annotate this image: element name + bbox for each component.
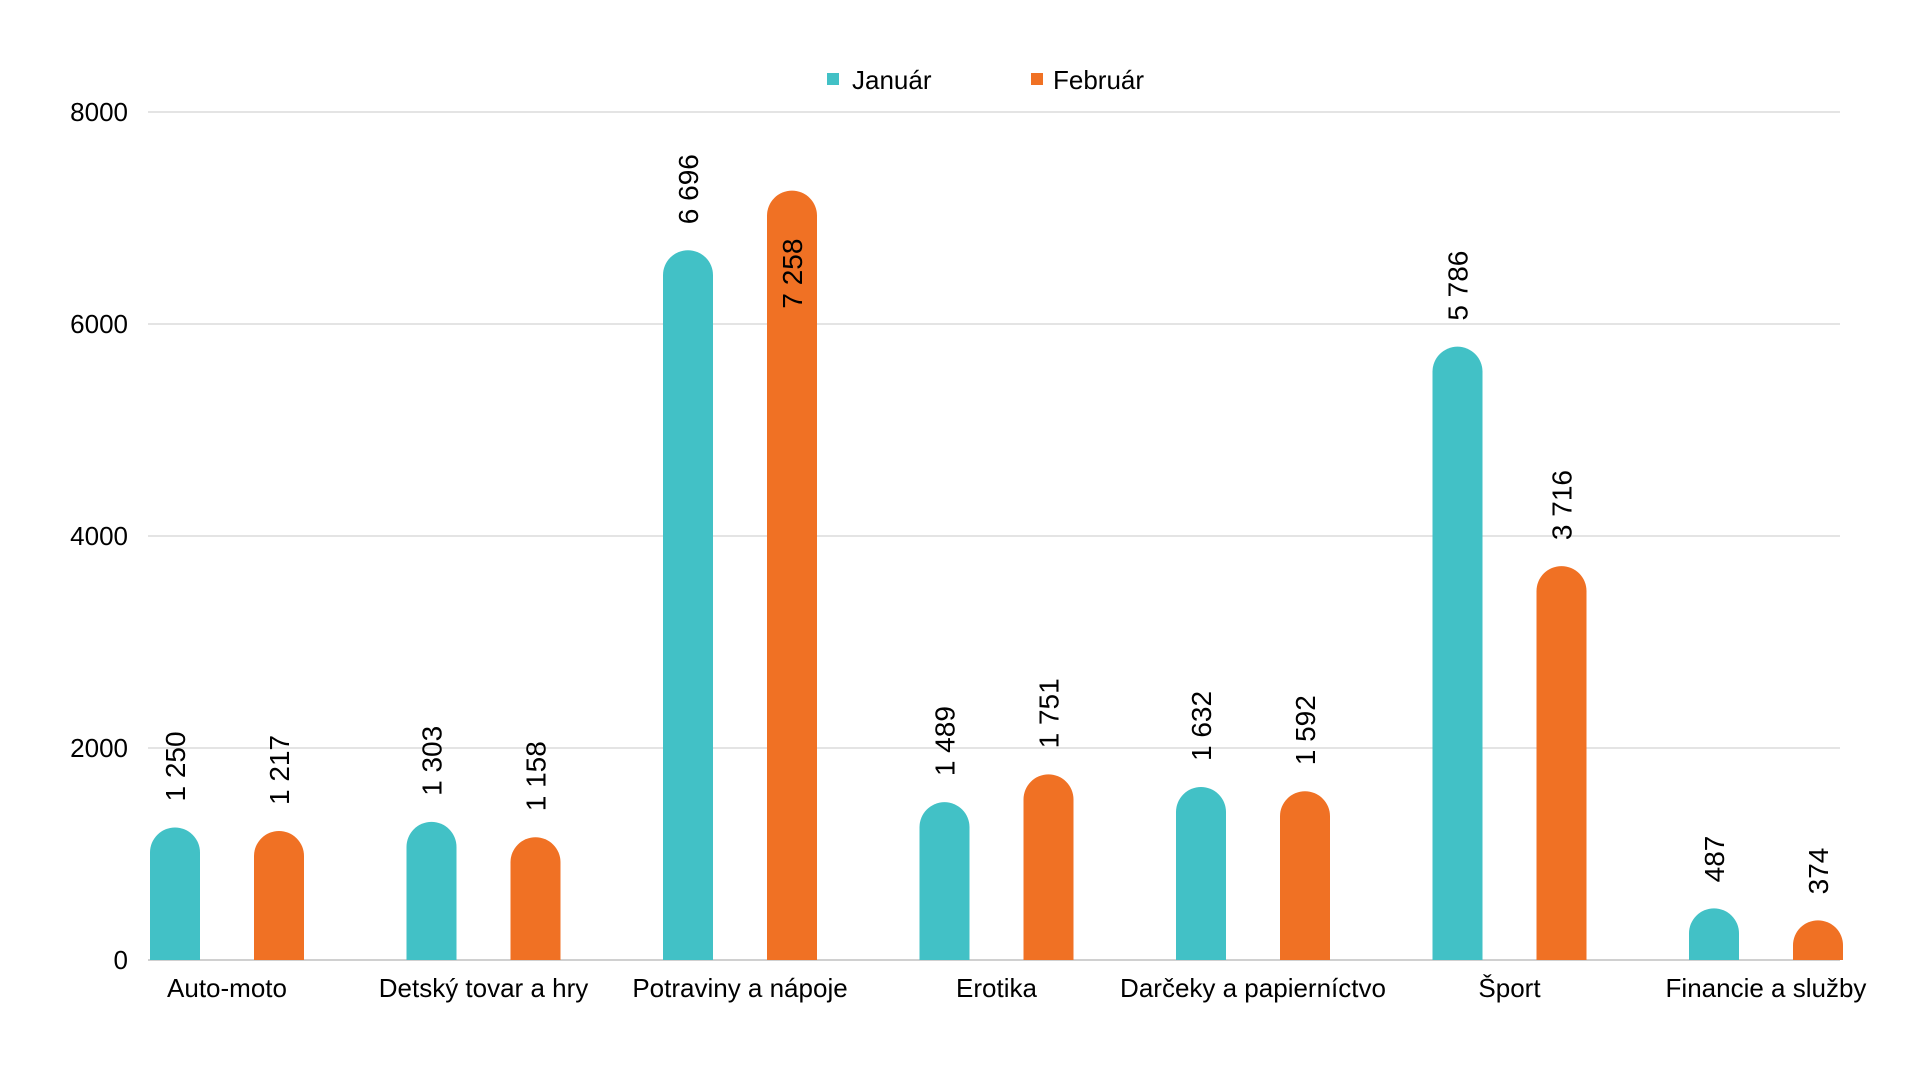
- data-label: 3 716: [1547, 470, 1578, 540]
- data-label: 1 751: [1034, 678, 1065, 748]
- category-label: Šport: [1478, 973, 1541, 1003]
- bar-februar-detsky-tovar-a-hry[interactable]: [510, 837, 561, 960]
- legend-item-januar[interactable]: Január: [827, 65, 932, 95]
- bar-januar-detsky-tovar-a-hry[interactable]: [406, 821, 457, 960]
- data-labels: 1 250 1 217 1 303 1 158 6 696 7 258 1 489 1 751…: [160, 154, 1834, 894]
- legend: Január Február: [827, 65, 1144, 95]
- bar-januar-erotika[interactable]: [919, 802, 970, 960]
- bar-januar-sport[interactable]: [1432, 346, 1483, 961]
- bar-februar-auto-moto[interactable]: [254, 830, 304, 960]
- data-label: 1 158: [521, 741, 552, 811]
- data-label: 1 303: [417, 726, 448, 796]
- category-label: Detský tovar a hry: [379, 973, 589, 1003]
- x-axis-categories: Auto-moto Detský tovar a hry Potraviny a n…: [167, 973, 1866, 1003]
- legend-label-februar: Február: [1053, 65, 1144, 95]
- data-label: 1 250: [160, 731, 191, 801]
- data-label: 7 258: [777, 239, 808, 309]
- y-tick-label: 4000: [70, 521, 128, 551]
- bar-februar-potraviny-a-napoje[interactable]: [767, 190, 817, 961]
- legend-item-februar[interactable]: Február: [1031, 65, 1144, 95]
- data-label: 1 489: [930, 706, 961, 776]
- data-label: 374: [1803, 848, 1834, 895]
- data-label: 1 592: [1290, 695, 1321, 765]
- y-tick-label: 0: [114, 945, 128, 975]
- bar-januar-potraviny-a-napoje[interactable]: [663, 250, 713, 960]
- legend-label-januar: Január: [852, 65, 932, 95]
- category-label: Erotika: [956, 973, 1037, 1003]
- bar-februar-sport[interactable]: [1536, 566, 1587, 960]
- bars: [150, 190, 1843, 961]
- y-tick-label: 6000: [70, 309, 128, 339]
- category-label: Auto-moto: [167, 973, 287, 1003]
- y-tick-label: 2000: [70, 733, 128, 763]
- data-label: 6 696: [673, 154, 704, 224]
- y-axis-ticks: 0 2000 4000 6000 8000: [70, 97, 128, 975]
- data-label: 5 786: [1443, 251, 1474, 321]
- data-label: 1 217: [264, 735, 295, 805]
- legend-swatch-januar: [827, 73, 839, 85]
- bar-januar-auto-moto[interactable]: [150, 827, 200, 960]
- bar-februar-financie-a-sluzby[interactable]: [1793, 920, 1843, 960]
- bar-februar-darceky-a-papiernictvo[interactable]: [1280, 791, 1330, 960]
- data-label: 487: [1699, 836, 1730, 883]
- bar-februar-erotika[interactable]: [1023, 774, 1074, 960]
- legend-swatch-februar: [1031, 73, 1043, 85]
- y-tick-label: 8000: [70, 97, 128, 127]
- category-label: Potraviny a nápoje: [632, 973, 847, 1003]
- category-label: Darčeky a papierníctvo: [1120, 973, 1386, 1003]
- bar-januar-financie-a-sluzby[interactable]: [1689, 908, 1739, 960]
- bar-januar-darceky-a-papiernictvo[interactable]: [1176, 787, 1226, 960]
- category-label: Financie a služby: [1666, 973, 1867, 1003]
- data-label: 1 632: [1186, 691, 1217, 761]
